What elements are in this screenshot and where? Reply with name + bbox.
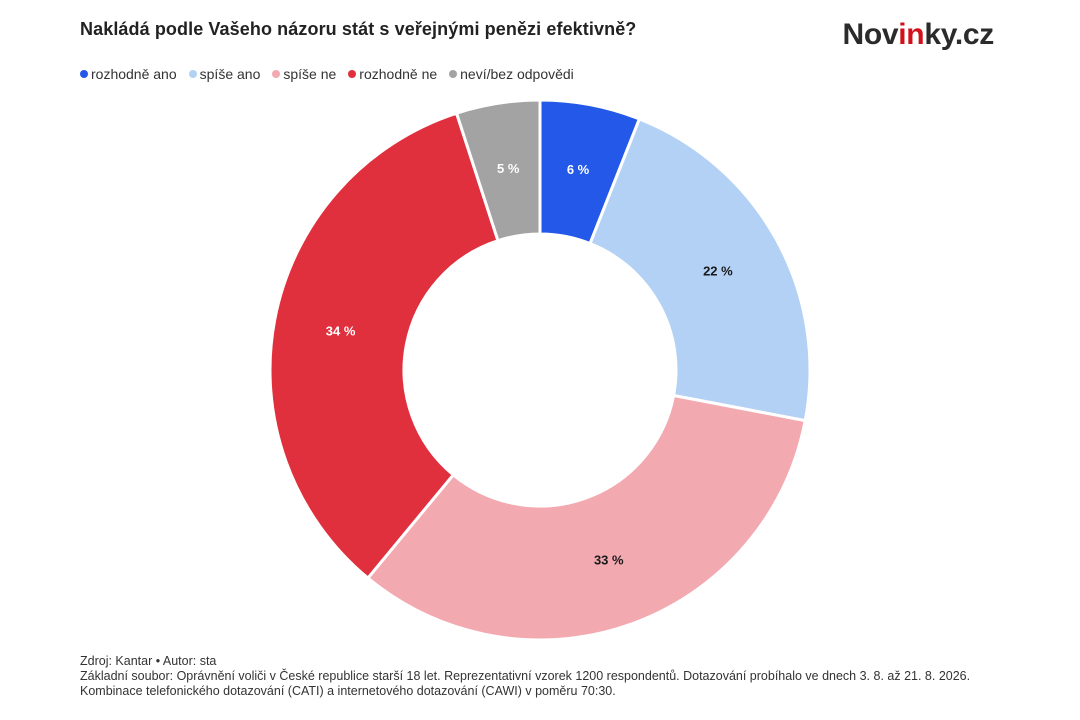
legend-item[interactable]: rozhodně ano bbox=[80, 66, 177, 82]
chart-title: Nakládá podle Vašeho názoru stát s veřej… bbox=[80, 19, 637, 39]
legend-label: rozhodně ano bbox=[91, 66, 177, 82]
slice-label: 33 % bbox=[594, 552, 624, 567]
chart-footer: Zdroj: Kantar • Autor: sta Základní soub… bbox=[80, 654, 970, 699]
legend-swatch bbox=[188, 70, 197, 78]
donut-slice[interactable] bbox=[455, 98, 542, 243]
legend-swatch bbox=[348, 70, 357, 78]
slice-label: 22 % bbox=[703, 264, 733, 279]
legend-label: spíše ne bbox=[283, 66, 337, 82]
legend-swatch bbox=[272, 70, 281, 78]
slice-label: 6 % bbox=[567, 162, 590, 177]
legend-item[interactable]: rozhodně ne bbox=[348, 66, 437, 82]
donut-slice[interactable] bbox=[588, 117, 812, 423]
legend-item[interactable]: neví/bez odpovědi bbox=[449, 66, 574, 82]
chart-legend: rozhodně ano spíše ano spíše ne rozhodně ne… bbox=[80, 66, 574, 82]
legend-item[interactable]: spíše ano bbox=[188, 66, 261, 82]
footer-source: Zdroj: Kantar • Autor: sta bbox=[80, 654, 217, 668]
donut-slice[interactable] bbox=[268, 111, 500, 580]
donut-slice[interactable] bbox=[366, 393, 807, 642]
logo-accent: in bbox=[898, 18, 925, 51]
footer-note-line2: Kombinace telefonického dotazování (CATI… bbox=[80, 684, 616, 698]
legend-label: spíše ano bbox=[199, 66, 261, 82]
novinky-logo[interactable]: Novinky.cz bbox=[842, 18, 994, 52]
legend-label: rozhodně ne bbox=[359, 66, 438, 82]
legend-label: neví/bez odpovědi bbox=[460, 66, 574, 82]
slice-label: 34 % bbox=[326, 323, 356, 338]
logo-prefix: Nov bbox=[842, 18, 899, 51]
slice-label: 5 % bbox=[497, 161, 520, 176]
footer-note-line1: Základní soubor: Oprávnění voliči v Česk… bbox=[80, 669, 971, 683]
legend-item[interactable]: spíše ne bbox=[272, 66, 336, 82]
logo-suffix: ky.cz bbox=[924, 18, 994, 51]
legend-swatch bbox=[449, 70, 458, 78]
legend-swatch bbox=[80, 70, 88, 78]
